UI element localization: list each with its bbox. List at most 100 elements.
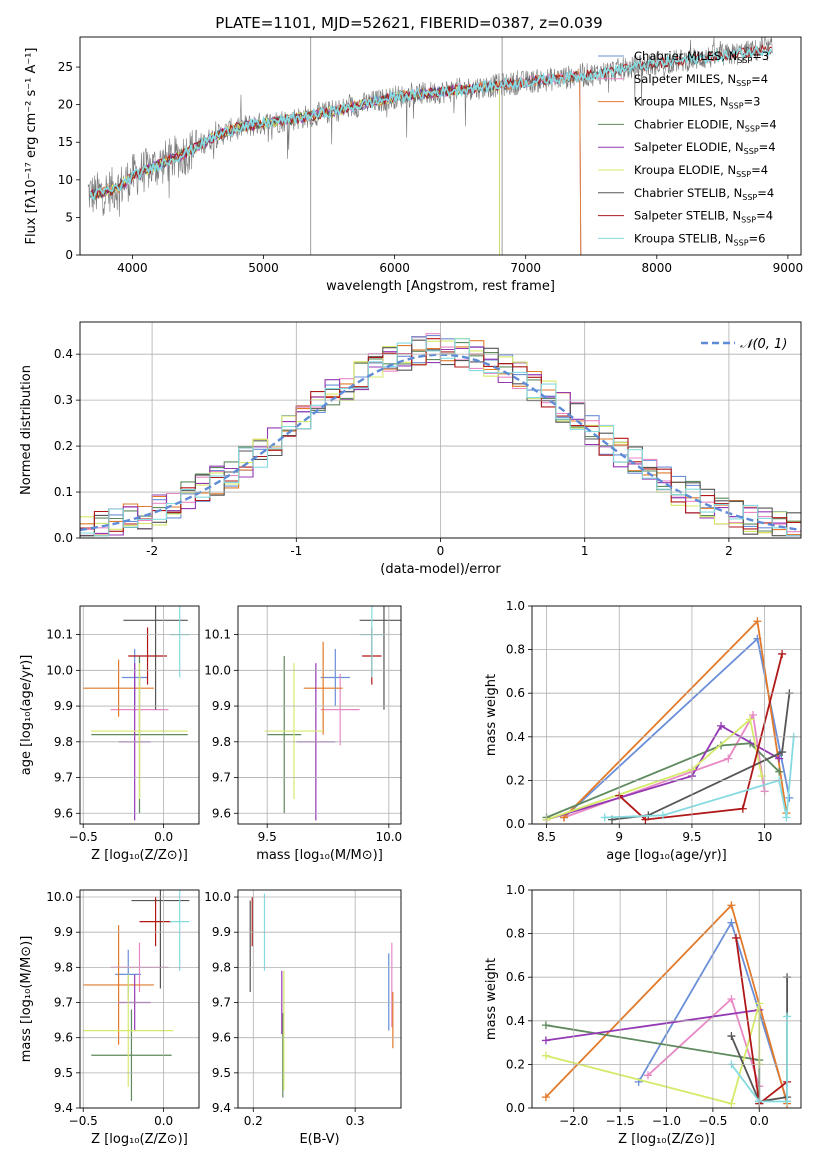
panel-weight_vs_Z: −2.0 −1.5 −1.0 −0.5 0.0 0.0 0.2 0.4 0.6 0.8 1.0 Z [… — [484, 883, 802, 1147]
legend-label: Salpeter ELODIE, NSSP=4 — [634, 140, 776, 156]
ytick-label: 0.4 — [506, 730, 525, 744]
weight-marker-kSTELIB — [658, 811, 667, 820]
ytick-label: 1.0 — [506, 883, 525, 897]
ytick-label: 9.4 — [54, 1101, 73, 1115]
weight-marker-kMILES — [727, 901, 736, 910]
ytick-label: 5 — [65, 210, 73, 224]
plot-area-mass_vs_ebv — [249, 893, 394, 1098]
ytick-label: 0.1 — [54, 485, 73, 499]
weight-marker-sSTELIB — [778, 649, 787, 658]
ytick-label: 0 — [65, 248, 73, 262]
legend-label: Kroupa ELODIE, NSSP=4 — [634, 163, 768, 179]
xtick-label: 10.0 — [375, 830, 402, 844]
xtick-label: −0.5 — [69, 830, 98, 844]
xtick-label: −1.0 — [652, 1114, 681, 1128]
xtick-label: 0.0 — [154, 830, 173, 844]
ytick-label: 0.0 — [506, 817, 525, 831]
weight-marker-sELODIE — [541, 1036, 550, 1045]
axes-frame — [237, 889, 402, 1109]
weight-line-sSTELIB — [618, 653, 783, 821]
y-axis-label: age [log₁₀(age/yr)] — [19, 655, 34, 776]
axes-frame — [79, 36, 802, 256]
ytick-label: 0.4 — [506, 1014, 525, 1028]
x-axis-label: mass [log₁₀(M/M⊙)] — [256, 848, 383, 863]
ytick-label: 9.6 — [54, 1031, 73, 1045]
ytick-label: 0.2 — [54, 439, 73, 453]
weight-marker-cELODIE — [775, 767, 784, 776]
xtick-label: −1.5 — [606, 1114, 635, 1128]
panel-mass_vs_ebv: 0.2 0.3 9.4 9.5 9.6 9.7 9.8 9.9 10.0 E(B-V) — [204, 889, 402, 1147]
legend-label: Salpeter STELIB, NSSP=4 — [634, 209, 773, 225]
xtick-label: 0.3 — [346, 1114, 365, 1128]
panel-mass_vs_Z: −0.5 0.0 9.4 9.5 9.6 9.7 9.8 9.9 10.0 Z [log₁₀(Z/… — [19, 889, 200, 1147]
y-axis-label: Flux [fλ10⁻¹⁷ erg cm⁻² s⁻¹ A⁻¹] — [24, 48, 39, 245]
weight-line-kELODIE — [545, 1003, 761, 1105]
xtick-label: 0.0 — [750, 1114, 769, 1128]
ytick-label: 9.8 — [54, 960, 73, 974]
y-axis-label: mass weight — [484, 958, 499, 1040]
plot-area-spectrum — [87, 37, 773, 255]
weight-line-kSTELIB — [730, 1016, 788, 1103]
x-axis-label: Z [log₁₀(Z/Z⊙)] — [618, 1132, 715, 1147]
weight-marker-sELODIE — [775, 754, 784, 763]
ytick-label: 0.0 — [506, 1101, 525, 1115]
ytick-label: 10 — [58, 173, 73, 187]
weight-marker-kMILES — [753, 617, 762, 626]
ytick-label: 0.0 — [54, 531, 73, 545]
ytick-label: 9.6 — [54, 806, 73, 820]
weight-marker-kELODIE — [746, 715, 755, 724]
weight-marker-sSTELIB — [738, 804, 747, 813]
legend-label: Kroupa MILES, NSSP=3 — [634, 95, 760, 111]
ytick-label: 15 — [58, 135, 73, 149]
ytick-label: 9.9 — [54, 925, 73, 939]
ytick-label: 10.0 — [46, 890, 73, 904]
xtick-label: 0 — [437, 544, 445, 558]
plot-area-age_vs_mass — [264, 606, 401, 821]
weight-marker-sMILES — [727, 995, 736, 1003]
weight-marker-cSTELIB — [727, 1032, 736, 1041]
x-axis-label: age [log₁₀(age/yr)] — [606, 848, 727, 863]
weight-marker-kSTELIB — [782, 813, 791, 822]
xtick-label: 0.2 — [244, 1114, 263, 1128]
xtick-label: 9 — [615, 830, 623, 844]
weight-marker-sSTELIB — [641, 815, 650, 824]
panel-age_vs_mass: 9.5 10.0 9.6 9.7 9.8 9.9 10.0 10.1 mass [log₁₀(M… — [204, 605, 402, 863]
weight-line-sMILES — [563, 712, 766, 819]
ytick-label: 9.5 — [54, 1066, 73, 1080]
weight-marker-sMILES — [643, 1071, 652, 1080]
weight-marker-kELODIE — [727, 1099, 736, 1108]
xtick-label: 1 — [581, 544, 589, 558]
ytick-label: 10.1 — [204, 628, 231, 642]
xtick-label: 8.5 — [537, 830, 556, 844]
ytick-label: 0.4 — [54, 347, 73, 361]
x-axis-label: wavelength [Angstrom, rest frame] — [326, 279, 555, 294]
weight-marker-cELODIE — [541, 1021, 550, 1030]
ytick-label: 10.0 — [204, 890, 231, 904]
xtick-label: −2.0 — [559, 1114, 588, 1128]
weight-marker-sELODIE — [717, 721, 726, 730]
xtick-label: 10 — [757, 830, 772, 844]
ytick-label: 10.1 — [46, 628, 73, 642]
ytick-label: 20 — [58, 98, 73, 112]
panel-weight_vs_age: 8.5 9 9.5 10 0.0 0.2 0.4 0.6 0.8 1.0 age [log₁₀(ag… — [484, 599, 802, 863]
legend-label: Chabrier MILES, NSSP=3 — [634, 49, 769, 65]
plot-area-weight_vs_age — [542, 617, 798, 824]
legend-label: Chabrier STELIB, NSSP=4 — [634, 186, 774, 202]
ytick-label: 9.7 — [212, 771, 231, 785]
weight-marker-kMILES — [541, 1093, 550, 1102]
xtick-label: 6000 — [379, 261, 410, 275]
xtick-label: 5000 — [248, 261, 279, 275]
ytick-label: 10.0 — [46, 663, 73, 677]
ytick-label: 0.6 — [506, 686, 525, 700]
weight-marker-cSTELIB — [778, 748, 787, 757]
plot-area-age_vs_Z — [83, 606, 190, 821]
y-axis-label: Normed distribution — [19, 365, 34, 495]
legend-label: Chabrier ELODIE, NSSP=4 — [634, 117, 777, 133]
weight-line-kSTELIB — [604, 736, 795, 819]
ytick-label: 25 — [58, 60, 73, 74]
ytick-label: 9.4 — [212, 1101, 231, 1115]
weight-marker-kSTELIB — [783, 1097, 792, 1106]
x-axis-label: Z [log₁₀(Z/Z⊙)] — [91, 848, 188, 863]
weight-line-cSTELIB — [611, 693, 791, 821]
